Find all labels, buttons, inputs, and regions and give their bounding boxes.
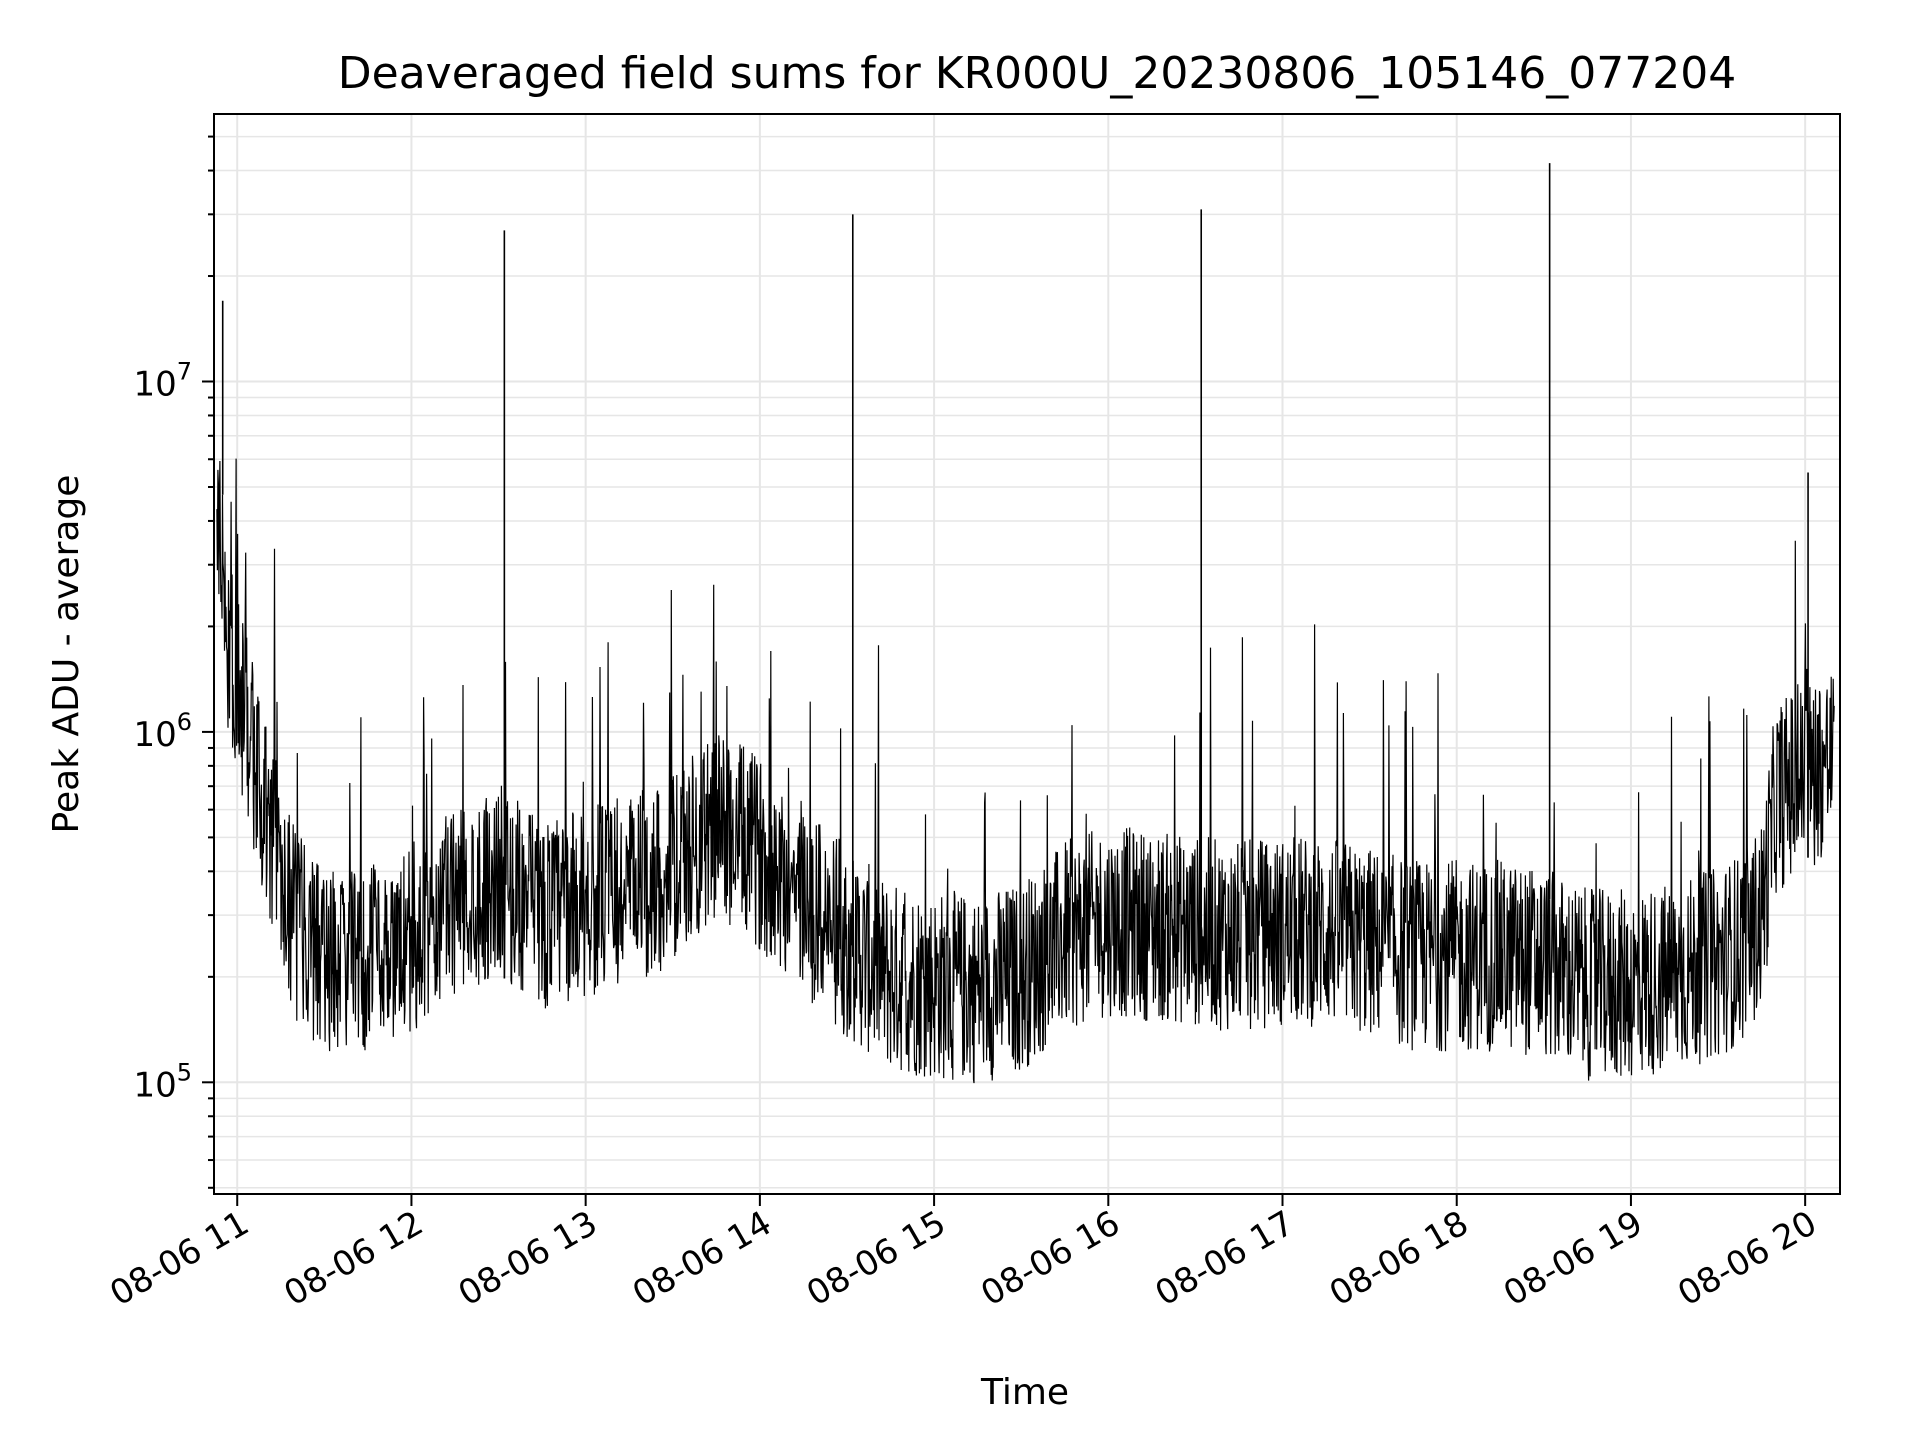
- plot-frame: [213, 113, 1841, 1195]
- x-tick-label: 08-06 16: [974, 1203, 1126, 1314]
- y-tick-label: 106: [133, 708, 192, 755]
- series-line: [216, 458, 1835, 1084]
- x-axis-label: Time: [980, 1372, 1069, 1413]
- x-tick-label: 08-06 15: [800, 1203, 952, 1314]
- y-tick-label: 107: [133, 358, 192, 405]
- y-tick-label: 105: [133, 1058, 192, 1105]
- x-axis: 08-06 11 08-06 12 08-06 13 08-06 14 08-06 15…: [103, 1194, 1824, 1314]
- x-tick-label: 08-06 13: [452, 1203, 604, 1314]
- y-axis: 105 106 107: [133, 135, 214, 1189]
- y-axis-label: Peak ADU - average: [46, 475, 87, 834]
- x-tick-label: 08-06 20: [1671, 1203, 1823, 1314]
- series: [216, 163, 1835, 1084]
- x-tick-label: 08-06 17: [1149, 1203, 1301, 1314]
- x-tick-label: 08-06 19: [1497, 1203, 1649, 1314]
- x-tick-label: 08-06 14: [626, 1203, 778, 1314]
- chart-title: Deaveraged field sums for KR000U_2023080…: [338, 48, 1736, 99]
- x-tick-label: 08-06 18: [1323, 1203, 1475, 1314]
- x-tick-label: 08-06 11: [103, 1203, 255, 1314]
- x-tick-label: 08-06 12: [278, 1203, 430, 1314]
